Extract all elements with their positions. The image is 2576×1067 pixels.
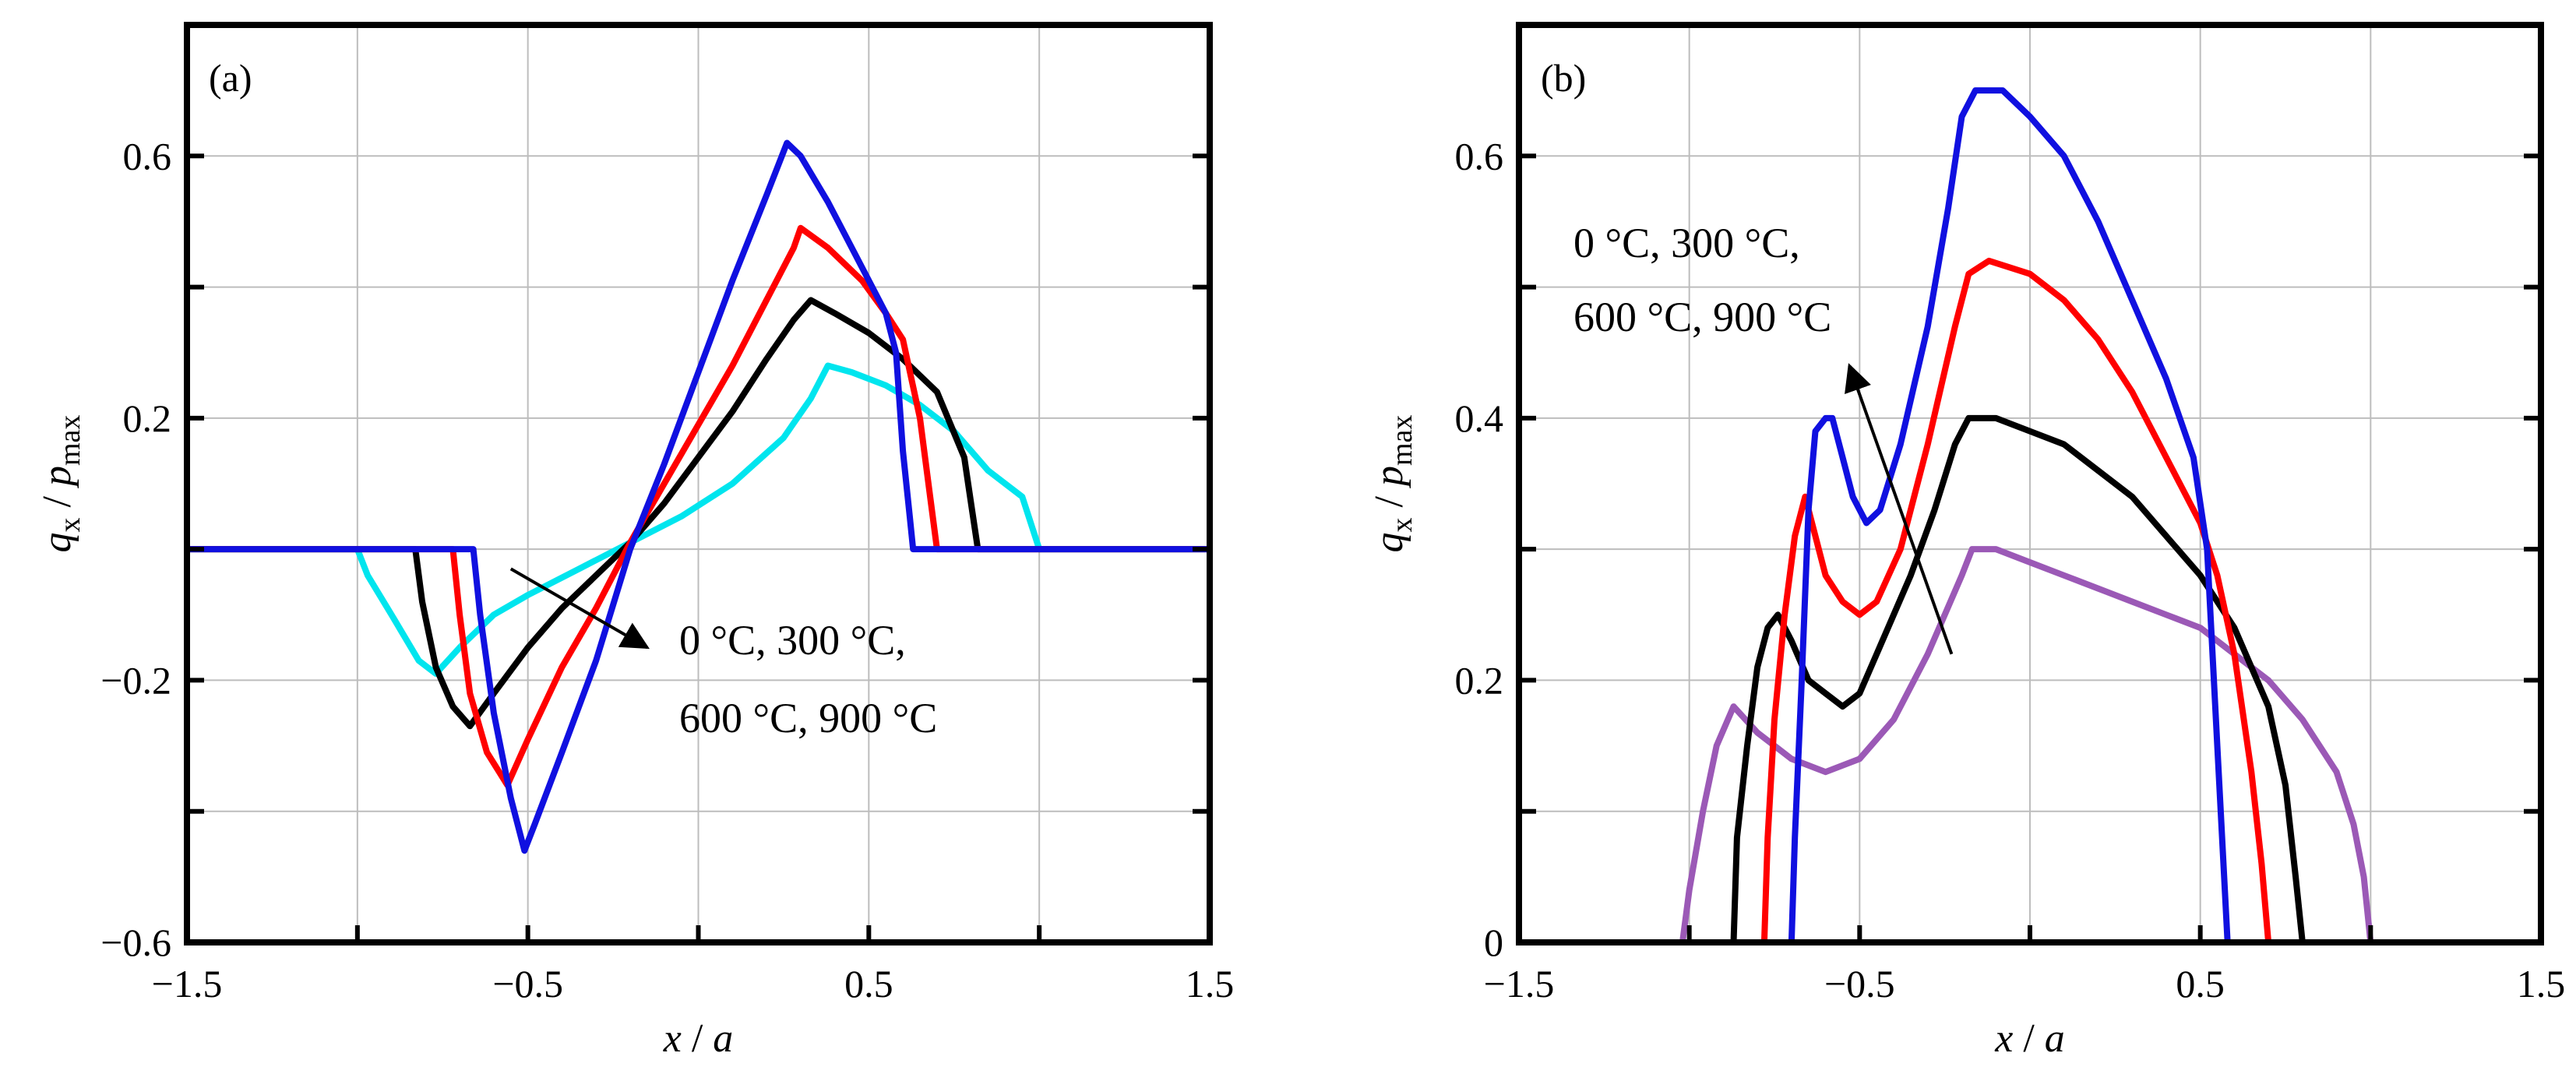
y-axis-title-b: qx / pmax	[1367, 415, 1418, 553]
chart-panel-a: −1.5 −0.5 0.5 1.5 −0.6 −0.2 0.2 0.6 (a) 0 °C, …	[35, 22, 1235, 1061]
x-axis-title-b: x / a	[1994, 1016, 2065, 1061]
series-line-blue-b	[1516, 87, 2544, 946]
series-group-b	[1516, 87, 2544, 946]
series-line-purple-b	[1516, 546, 2544, 946]
y-tick-label-b: 0.4	[1455, 396, 1504, 440]
annotation-line1-b: 0 °C, 300 °C,	[1573, 220, 1800, 266]
x-tick-label-a: 1.5	[1186, 962, 1235, 1005]
series-line-black-a	[184, 297, 1213, 730]
y-tick-label-a: 0.2	[123, 396, 172, 440]
series-line-red-b	[1516, 257, 2544, 946]
series-line-red-a	[184, 224, 1213, 789]
x-tick-label-a: 0.5	[844, 962, 893, 1005]
grid-lines-a	[186, 24, 1210, 943]
x-tick-label-b: 1.5	[2517, 962, 2566, 1005]
x-tick-labels-b: −1.5 −0.5 0.5 1.5	[1484, 962, 2566, 1005]
annotation-arrow-b	[1845, 363, 1954, 655]
annotation-line1-a: 0 °C, 300 °C,	[679, 617, 906, 664]
y-tick-labels-b: 0 0.2 0.4 0.6	[1455, 134, 1504, 964]
y-tick-label-b: 0	[1484, 921, 1503, 964]
tick-marks-b	[1517, 23, 2543, 945]
x-tick-label-a: −0.5	[492, 962, 563, 1005]
chart-panel-b: −1.5 −0.5 0.5 1.5 0 0.2 0.4 0.6 (b) 0 °C, 300 …	[1367, 22, 2566, 1061]
x-tick-label-b: 0.5	[2176, 962, 2225, 1005]
annotation-arrow-a	[509, 567, 650, 650]
panel-label-a: (a)	[209, 56, 252, 100]
x-tick-label-a: −1.5	[152, 962, 223, 1005]
series-line-black-b	[1516, 414, 2544, 946]
annotation-line2-a: 600 °C, 900 °C	[679, 695, 937, 741]
series-group-a	[184, 139, 1213, 854]
x-tick-labels-a: −1.5 −0.5 0.5 1.5	[152, 962, 1235, 1005]
y-tick-label-b: 0.6	[1455, 134, 1504, 178]
y-tick-label-a: −0.6	[100, 921, 171, 964]
panel-label-b: (b)	[1541, 56, 1586, 100]
y-tick-labels-a: −0.6 −0.2 0.2 0.6	[100, 134, 171, 964]
y-tick-label-a: −0.2	[100, 658, 171, 702]
x-axis-title-a: x / a	[663, 1016, 734, 1061]
y-tick-label-b: 0.2	[1455, 658, 1504, 702]
y-tick-label-a: 0.6	[123, 134, 172, 178]
series-line-blue-a	[184, 139, 1213, 854]
series-line-cyan-a	[184, 362, 1213, 677]
annotation-line2-b: 600 °C, 900 °C	[1573, 294, 1831, 340]
y-axis-title-a: qx / pmax	[35, 415, 86, 553]
grid-lines-b	[1518, 24, 2542, 943]
x-tick-label-b: −0.5	[1824, 962, 1895, 1005]
tick-marks-a	[185, 23, 1212, 945]
x-tick-label-b: −1.5	[1484, 962, 1555, 1005]
